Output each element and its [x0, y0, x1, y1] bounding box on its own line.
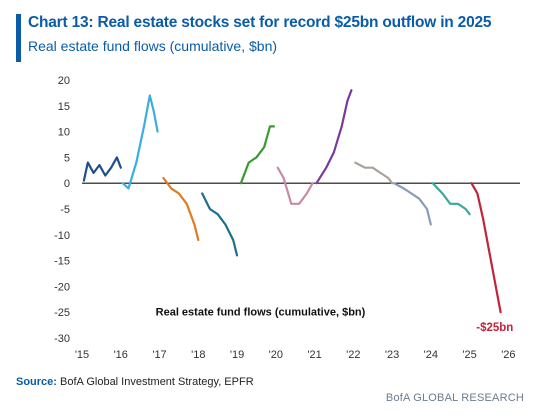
- series-line-9: [392, 182, 432, 226]
- x-tick-label: '18: [191, 349, 205, 361]
- y-tick-label: -10: [54, 230, 70, 242]
- y-tick-label: 0: [64, 178, 70, 190]
- chart-title: Chart 13: Real estate stocks set for rec…: [28, 14, 492, 31]
- series-line-5: [239, 125, 275, 185]
- series-line-7: [315, 89, 353, 185]
- y-tick-label: -5: [60, 204, 70, 216]
- source-text: BofA Global Investment Strategy, EPFR: [60, 376, 254, 388]
- series-line-6: [276, 166, 314, 205]
- y-tick-label: -15: [54, 256, 70, 268]
- series-line-8: [354, 161, 394, 185]
- y-tick-label: 15: [58, 101, 70, 113]
- source-note: Source: BofA Global Investment Strategy,…: [16, 376, 254, 388]
- series-line-3: [162, 176, 200, 242]
- brand-label: BofA GLOBAL RESEARCH: [385, 392, 524, 404]
- inset-label: Real estate fund flows (cumulative, $bn): [156, 306, 366, 318]
- series-line-10: [431, 182, 471, 216]
- series-line-2: [121, 94, 159, 190]
- series-line-11: [470, 182, 502, 314]
- x-tick-label: '17: [152, 349, 166, 361]
- x-tick-label: '22: [346, 349, 360, 361]
- y-tick-label: -25: [54, 307, 70, 319]
- x-tick-label: '25: [462, 349, 476, 361]
- title-accent-bar: [16, 14, 21, 62]
- x-tick-label: '21: [307, 349, 321, 361]
- y-tick-label: -30: [54, 333, 70, 345]
- x-tick-label: '15: [75, 349, 89, 361]
- y-tick-label: 20: [58, 75, 70, 87]
- y-tick-label: -20: [54, 281, 70, 293]
- outflow-annotation: -$25bn: [476, 322, 513, 334]
- x-tick-label: '19: [230, 349, 244, 361]
- x-tick-label: '26: [501, 349, 515, 361]
- source-label: Source:: [16, 376, 57, 388]
- chart-subtitle: Real estate fund flows (cumulative, $bn): [28, 38, 278, 54]
- x-tick-label: '24: [424, 349, 438, 361]
- x-tick-label: '20: [269, 349, 283, 361]
- y-tick-label: 10: [58, 127, 70, 139]
- y-tick-label: 5: [64, 152, 70, 164]
- series-line-4: [201, 192, 239, 257]
- x-tick-label: '16: [114, 349, 128, 361]
- series-line-1: [82, 156, 122, 182]
- x-tick-label: '23: [385, 349, 399, 361]
